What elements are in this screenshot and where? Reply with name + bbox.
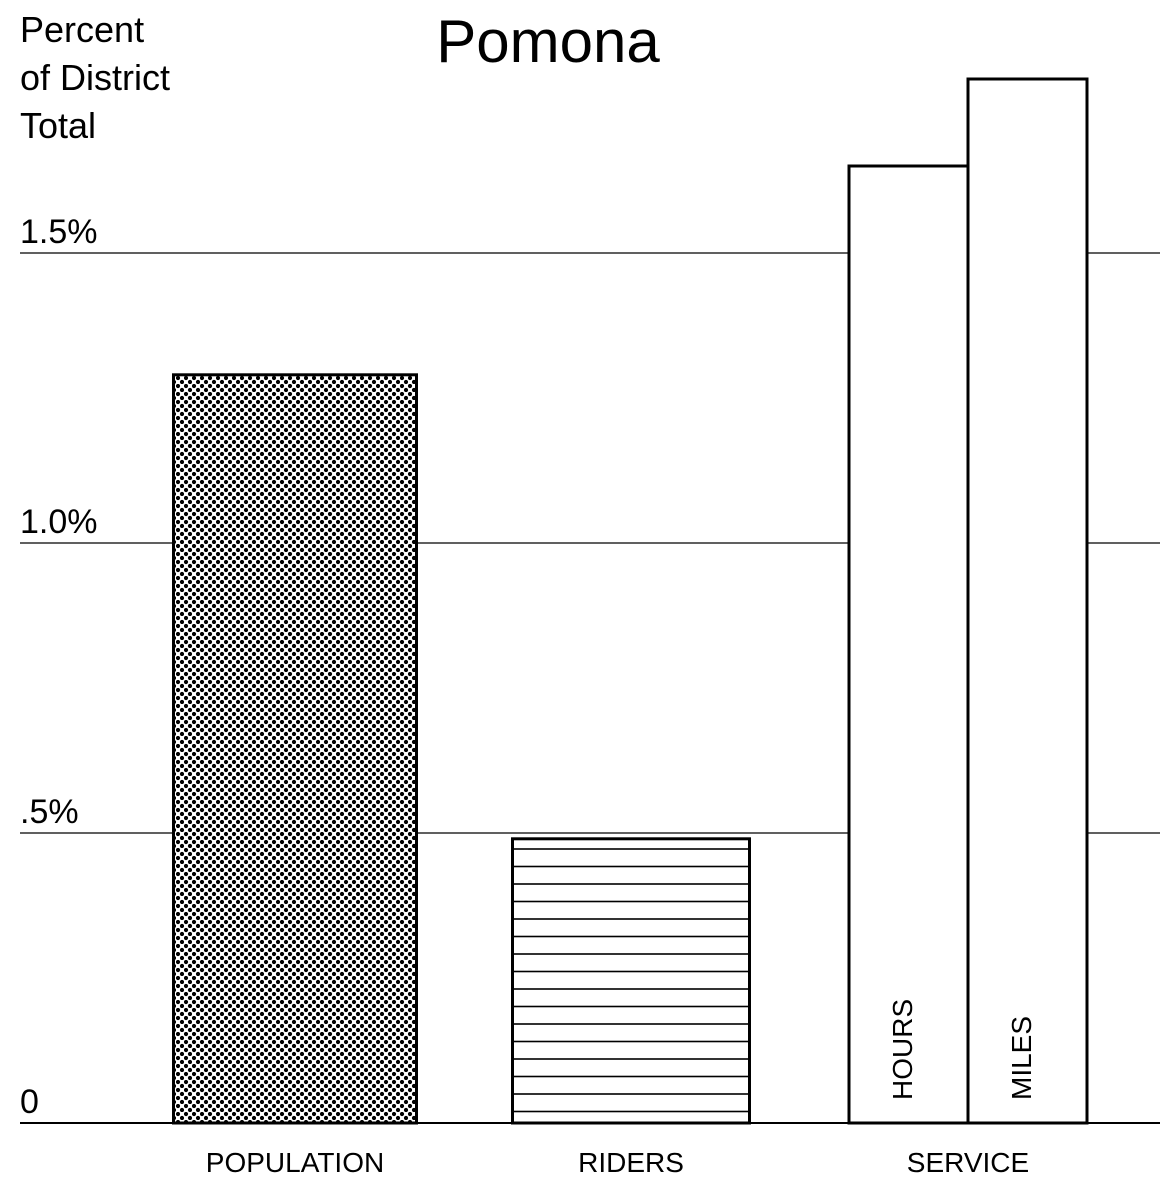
- y-axis-title: of District: [20, 57, 170, 98]
- y-tick-label: .5%: [20, 793, 79, 831]
- bar: [511, 837, 751, 1125]
- x-tick-label: SERVICE: [907, 1147, 1029, 1178]
- x-tick-label: POPULATION: [206, 1147, 384, 1178]
- bar-label: HOURS: [887, 999, 918, 1100]
- x-tick-label: RIDERS: [578, 1147, 684, 1178]
- bar-label: MILES: [1006, 1016, 1037, 1100]
- y-axis-title: Percent: [20, 9, 144, 50]
- bar: [172, 373, 418, 1125]
- bar: [966, 77, 1089, 1125]
- chart-title: Pomona: [436, 8, 660, 75]
- bar: [847, 164, 970, 1125]
- y-tick-label: 0: [20, 1083, 39, 1121]
- y-tick-label: 1.5%: [20, 213, 98, 251]
- y-tick-label: 1.0%: [20, 503, 98, 541]
- y-axis-title: Total: [20, 105, 96, 146]
